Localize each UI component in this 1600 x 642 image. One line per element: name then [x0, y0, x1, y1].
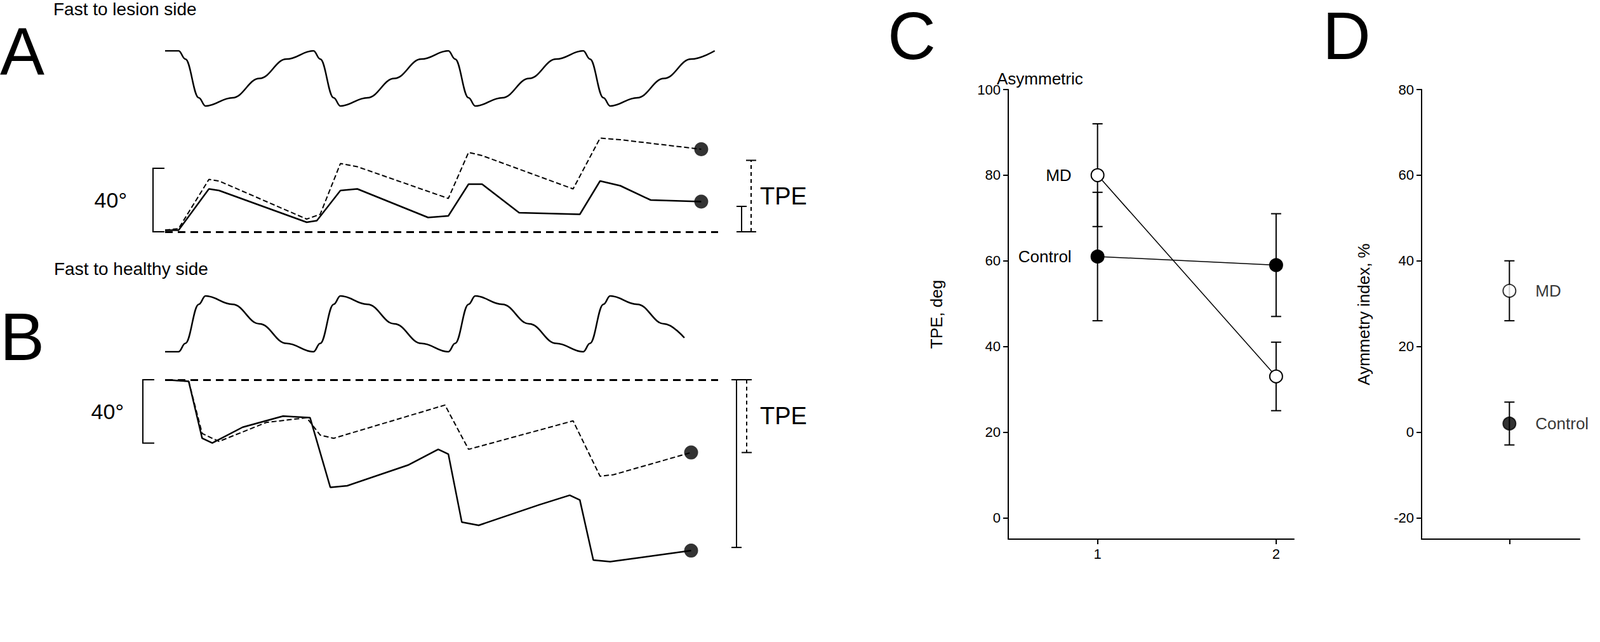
- svg-text:20: 20: [1398, 338, 1414, 355]
- svg-text:80: 80: [1398, 81, 1414, 98]
- svg-text:40°: 40°: [94, 187, 127, 213]
- svg-text:TPE: TPE: [760, 182, 807, 210]
- svg-text:1: 1: [1093, 546, 1102, 562]
- svg-text:Control: Control: [1018, 246, 1072, 267]
- svg-text:40: 40: [985, 338, 1001, 355]
- svg-text:MD: MD: [1535, 281, 1561, 301]
- svg-text:A: A: [0, 13, 45, 89]
- svg-text:Aymmetry index, %: Aymmetry index, %: [1354, 243, 1374, 385]
- svg-text:D: D: [1322, 0, 1371, 74]
- svg-text:0: 0: [993, 509, 1001, 526]
- svg-text:40°: 40°: [91, 399, 124, 424]
- svg-text:100: 100: [977, 81, 1001, 98]
- svg-text:20: 20: [985, 424, 1001, 440]
- svg-text:Fast to lesion side: Fast to lesion side: [53, 0, 197, 20]
- svg-text:TPE: TPE: [760, 402, 807, 430]
- svg-text:60: 60: [1398, 166, 1414, 183]
- svg-text:2: 2: [1272, 546, 1280, 562]
- svg-text:Control: Control: [1535, 413, 1589, 434]
- svg-text:0: 0: [1406, 424, 1414, 440]
- svg-text:Asymmetric: Asymmetric: [996, 69, 1084, 89]
- svg-text:Fast to healthy side: Fast to healthy side: [53, 259, 209, 279]
- svg-text:TPE, deg: TPE, deg: [926, 280, 947, 349]
- svg-text:80: 80: [985, 166, 1001, 183]
- svg-text:60: 60: [985, 252, 1001, 269]
- svg-text:C: C: [887, 0, 936, 74]
- svg-text:B: B: [0, 299, 45, 374]
- svg-text:-20: -20: [1393, 509, 1414, 526]
- svg-text:MD: MD: [1045, 165, 1072, 185]
- svg-text:40: 40: [1398, 252, 1414, 269]
